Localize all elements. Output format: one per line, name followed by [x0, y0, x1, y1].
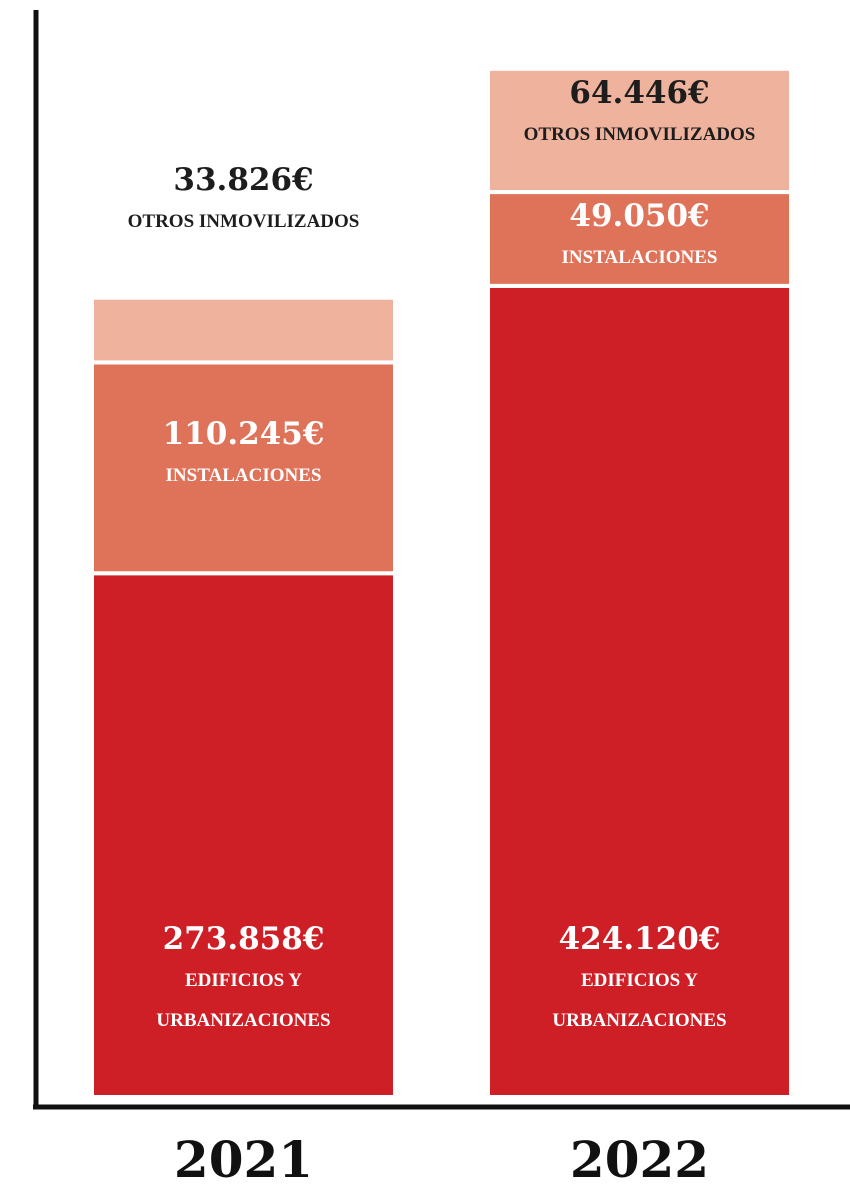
value-label: 424.120€ — [558, 921, 721, 957]
x-tick-label: 2022 — [569, 1130, 710, 1189]
segment-label: 424.120€ EDIFICIOS Y URBANIZACIONES — [508, 917, 771, 1041]
series-label: EDIFICIOS Y URBANIZACIONES — [156, 970, 331, 1031]
segment-label: 49.050€ INSTALACIONES — [508, 194, 771, 278]
series-label: EDIFICIOS Y URBANIZACIONES — [552, 970, 727, 1031]
value-label: 110.245€ — [162, 416, 325, 453]
series-label: OTROS INMOVILIZADOS — [523, 123, 756, 145]
value-label: 273.858€ — [162, 921, 325, 957]
segment-label: 64.446€ OTROS INMOVILIZADOS — [508, 71, 771, 155]
segment-label: 110.245€ INSTALACIONES — [112, 412, 375, 496]
series-label: INSTALACIONES — [165, 465, 322, 487]
bar-segment — [90, 295, 397, 365]
value-label: 33.826€ — [173, 161, 314, 198]
segment-label: 33.826€ OTROS INMOVILIZADOS — [112, 158, 375, 242]
value-label: 49.050€ — [569, 198, 710, 235]
x-tick-label: 2021 — [173, 1130, 314, 1189]
value-label: 64.446€ — [569, 74, 710, 111]
segment-label: 273.858€ EDIFICIOS Y URBANIZACIONES — [112, 917, 375, 1041]
series-label: OTROS INMOVILIZADOS — [127, 210, 360, 232]
bar-segment — [486, 66, 793, 195]
series-label: INSTALACIONES — [561, 247, 718, 269]
bar-segment — [90, 571, 397, 1099]
bar-segment — [486, 283, 793, 1100]
